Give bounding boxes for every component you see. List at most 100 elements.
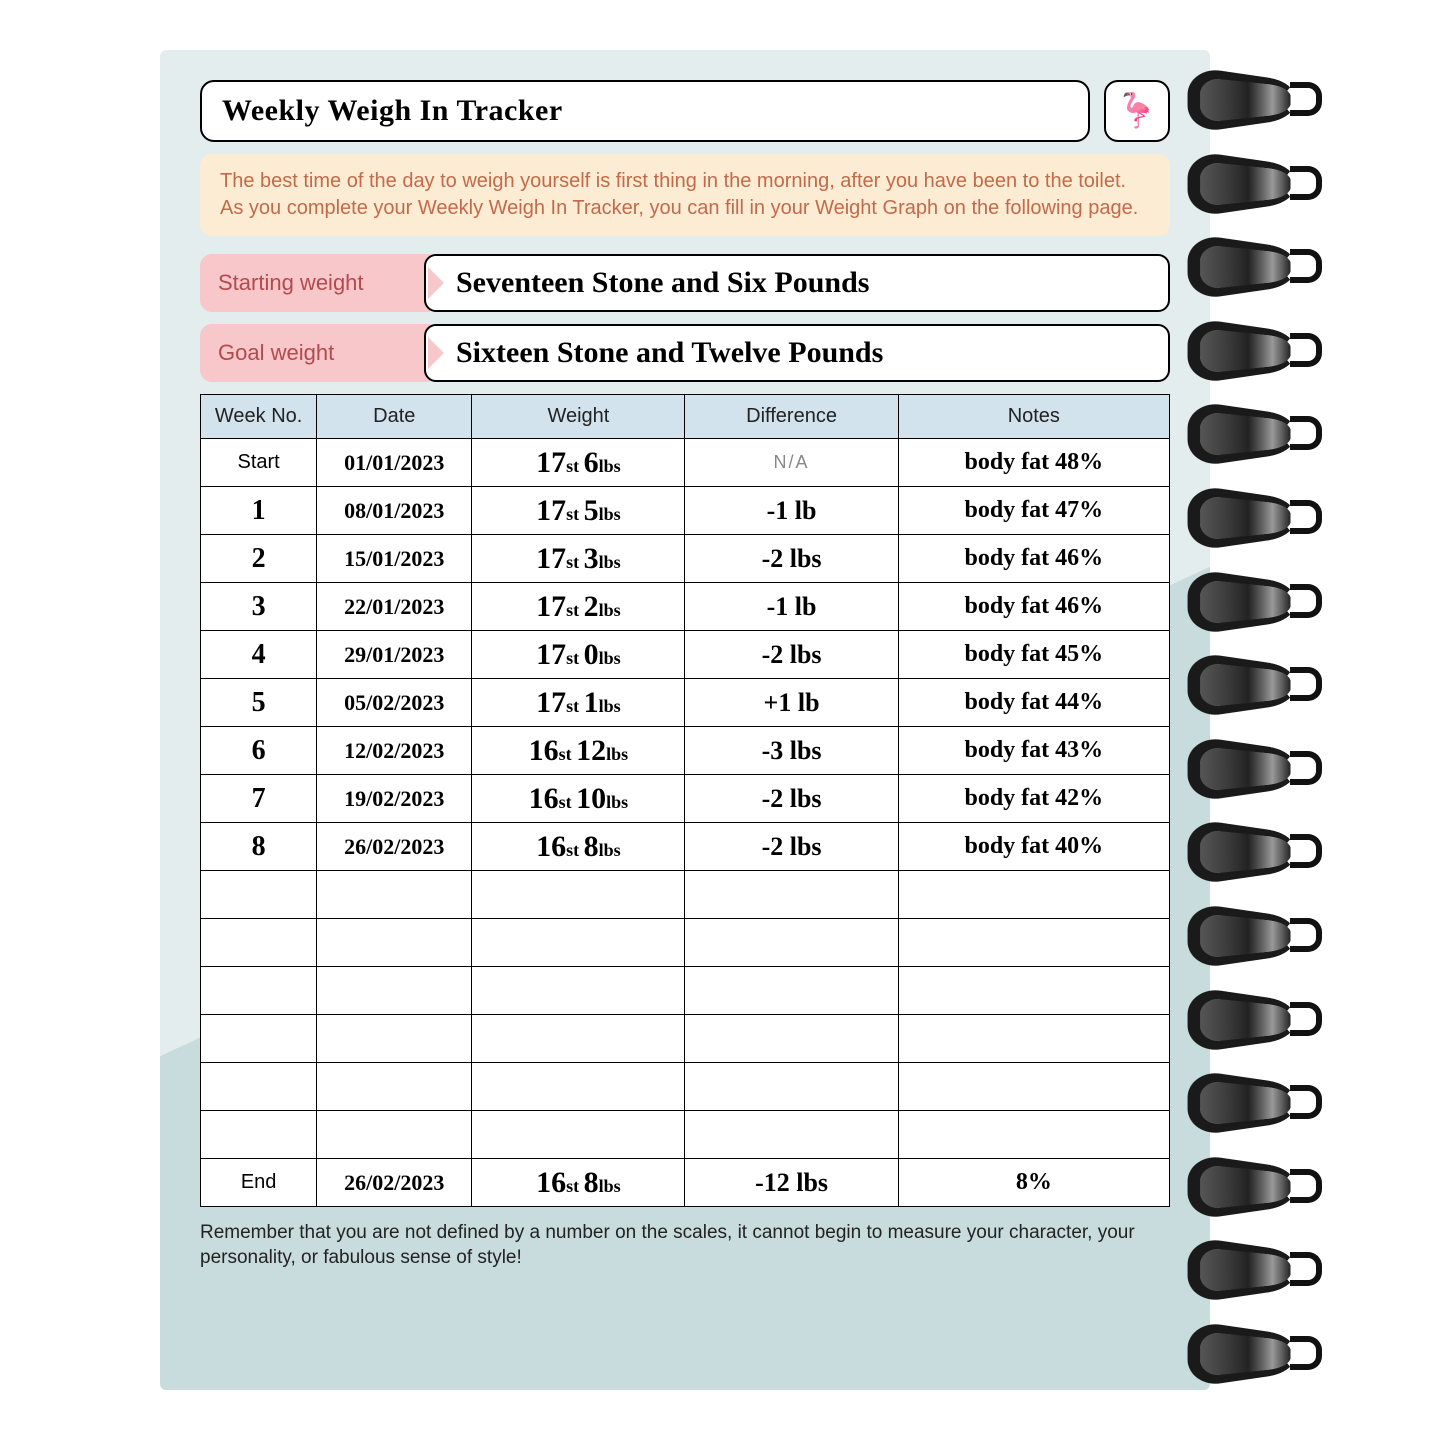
table-row-start: Start01/01/202317st 6lbsN/Abody fat 48% (201, 439, 1170, 487)
title-row: Weekly Weigh In Tracker 🦩 (200, 80, 1170, 142)
cell-week (201, 1063, 317, 1111)
cell-date: 01/01/2023 (317, 439, 472, 487)
weigh-in-table: Week No. Date Weight Difference Notes St… (200, 394, 1170, 1207)
cell-notes (898, 1063, 1169, 1111)
col-notes: Notes (898, 395, 1169, 439)
cell-date: 29/01/2023 (317, 631, 472, 679)
cell-date: 22/01/2023 (317, 583, 472, 631)
cell-notes: body fat 46% (898, 583, 1169, 631)
col-date: Date (317, 395, 472, 439)
cell-notes: body fat 43% (898, 727, 1169, 775)
col-diff: Difference (685, 395, 898, 439)
cell-notes: body fat 47% (898, 487, 1169, 535)
footer-note: Remember that you are not defined by a n… (200, 1221, 1170, 1270)
cell-diff: +1 lb (685, 679, 898, 727)
cell-weight: 17st 0lbs (472, 631, 685, 679)
goal-weight-value: Sixteen Stone and Twelve Pounds (424, 324, 1170, 382)
cell-notes (898, 919, 1169, 967)
table-row-end: End26/02/202316st 8lbs-12 lbs8% (201, 1159, 1170, 1207)
cell-week: 7 (201, 775, 317, 823)
starting-weight-value: Seventeen Stone and Six Pounds (424, 254, 1170, 312)
cell-weight: 17st 2lbs (472, 583, 685, 631)
goal-weight-row: Goal weight Sixteen Stone and Twelve Pou… (200, 324, 1170, 382)
cell-weight: 16st 10lbs (472, 775, 685, 823)
cell-date (317, 871, 472, 919)
cell-week (201, 1015, 317, 1063)
spiral-ring (1205, 1157, 1335, 1203)
cell-date: 05/02/2023 (317, 679, 472, 727)
cell-diff: -1 lb (685, 487, 898, 535)
table-row: 215/01/202317st 3lbs-2 lbsbody fat 46% (201, 535, 1170, 583)
spiral-ring (1205, 321, 1335, 367)
spiral-ring (1205, 990, 1335, 1036)
cell-weight (472, 919, 685, 967)
spiral-ring (1205, 237, 1335, 283)
cell-weight (472, 1111, 685, 1159)
cell-notes: body fat 42% (898, 775, 1169, 823)
flamingo-icon: 🦩 (1104, 80, 1170, 142)
cell-weight: 17st 1lbs (472, 679, 685, 727)
cell-notes: body fat 45% (898, 631, 1169, 679)
cell-date: 12/02/2023 (317, 727, 472, 775)
spiral-binding (1205, 70, 1345, 1370)
cell-diff: N/A (685, 439, 898, 487)
cell-week: 8 (201, 823, 317, 871)
table-row: 429/01/202317st 0lbs-2 lbsbody fat 45% (201, 631, 1170, 679)
page-title: Weekly Weigh In Tracker (200, 80, 1090, 142)
cell-notes (898, 1111, 1169, 1159)
table-header-row: Week No. Date Weight Difference Notes (201, 395, 1170, 439)
cell-diff: -3 lbs (685, 727, 898, 775)
spiral-ring (1205, 488, 1335, 534)
cell-week (201, 967, 317, 1015)
col-weight: Weight (472, 395, 685, 439)
goal-weight-label: Goal weight (200, 324, 430, 382)
cell-week: 5 (201, 679, 317, 727)
cell-week (201, 919, 317, 967)
col-week: Week No. (201, 395, 317, 439)
spiral-ring (1205, 572, 1335, 618)
cell-diff (685, 1063, 898, 1111)
cell-notes (898, 871, 1169, 919)
spiral-ring (1205, 739, 1335, 785)
table-row-empty (201, 1015, 1170, 1063)
cell-date: 26/02/2023 (317, 823, 472, 871)
table-row-empty (201, 1063, 1170, 1111)
cell-week: 6 (201, 727, 317, 775)
cell-weight (472, 871, 685, 919)
table-row: 505/02/202317st 1lbs+1 lbbody fat 44% (201, 679, 1170, 727)
starting-weight-label: Starting weight (200, 254, 430, 312)
cell-diff (685, 1015, 898, 1063)
cell-date (317, 1063, 472, 1111)
spiral-ring (1205, 1240, 1335, 1286)
cell-notes: body fat 44% (898, 679, 1169, 727)
cell-diff (685, 967, 898, 1015)
table-row-empty (201, 919, 1170, 967)
cell-notes: 8% (898, 1159, 1169, 1207)
tracker-page: Weekly Weigh In Tracker 🦩 The best time … (160, 50, 1210, 1390)
cell-week: 2 (201, 535, 317, 583)
table-row: 826/02/202316st 8lbs-2 lbsbody fat 40% (201, 823, 1170, 871)
spiral-ring (1205, 404, 1335, 450)
cell-week: 4 (201, 631, 317, 679)
cell-week: Start (201, 439, 317, 487)
spiral-ring (1205, 906, 1335, 952)
cell-notes: body fat 48% (898, 439, 1169, 487)
cell-date: 15/01/2023 (317, 535, 472, 583)
spiral-ring (1205, 1324, 1335, 1370)
cell-week: End (201, 1159, 317, 1207)
table-row-empty (201, 1111, 1170, 1159)
cell-date: 26/02/2023 (317, 1159, 472, 1207)
cell-weight: 17st 5lbs (472, 487, 685, 535)
cell-notes (898, 1015, 1169, 1063)
cell-week (201, 871, 317, 919)
cell-weight (472, 967, 685, 1015)
cell-weight: 16st 8lbs (472, 823, 685, 871)
spiral-ring (1205, 1073, 1335, 1119)
cell-diff: -1 lb (685, 583, 898, 631)
cell-date (317, 1111, 472, 1159)
table-row: 719/02/202316st 10lbs-2 lbsbody fat 42% (201, 775, 1170, 823)
cell-notes (898, 967, 1169, 1015)
cell-weight: 16st 12lbs (472, 727, 685, 775)
cell-date: 19/02/2023 (317, 775, 472, 823)
table-row-empty (201, 967, 1170, 1015)
